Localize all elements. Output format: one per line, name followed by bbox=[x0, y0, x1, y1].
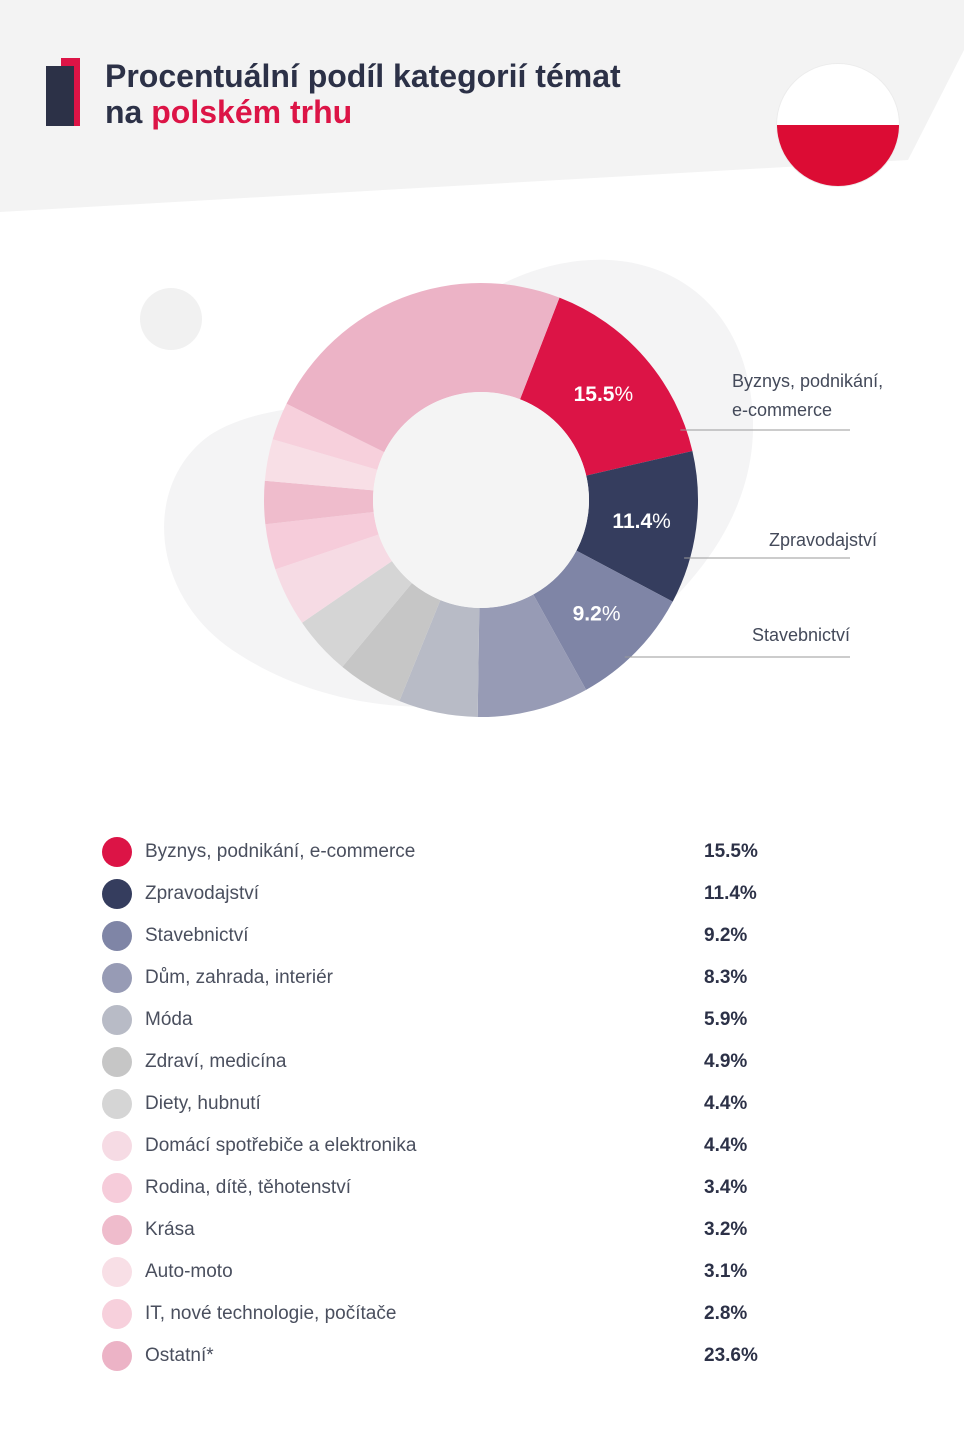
legend-value: 3.2% bbox=[704, 1219, 748, 1240]
slice-zpravodajstvi bbox=[576, 450, 698, 602]
slice-labels: 15.5% 11.4% 9.2% bbox=[573, 383, 671, 626]
legend-value: 23.6% bbox=[704, 1345, 758, 1366]
slice-label-byznys-podnikani-e-commerce: 15.5% bbox=[574, 383, 634, 406]
title-line-2-prefix: na bbox=[105, 94, 152, 130]
legend-label: Ostatní* bbox=[145, 1345, 214, 1366]
slice-auto-moto bbox=[264, 439, 378, 491]
legend-label: Byznys, podnikání, e-commerce bbox=[145, 841, 416, 862]
slice-domaci-spotrebice-a-elektronika bbox=[275, 534, 392, 623]
legend-label: Rodina, dítě, těhotenství bbox=[145, 1177, 351, 1198]
legend-swatch bbox=[102, 837, 132, 867]
legend-swatch bbox=[102, 1257, 132, 1287]
callout-label-byznys-podnikani-e-commerce: Byznys, podnikání, bbox=[732, 371, 883, 391]
slice-stavebnictvi bbox=[533, 550, 673, 690]
legend-swatch bbox=[102, 1005, 132, 1035]
legend-item-auto-moto: Auto-moto 3.1% bbox=[102, 1255, 802, 1297]
slice-it-nove-technologie-pocitace bbox=[272, 403, 385, 470]
legend-item-it-nove-technologie-pocitace: IT, nové technologie, počítače 2.8% bbox=[102, 1297, 802, 1339]
legend-swatch bbox=[102, 879, 132, 909]
logo-mark-navy bbox=[46, 66, 74, 126]
legend-value: 9.2% bbox=[704, 925, 748, 946]
legend-value: 4.4% bbox=[704, 1093, 748, 1114]
slice-krasa bbox=[264, 480, 374, 525]
legend-value: 3.4% bbox=[704, 1177, 748, 1198]
legend-swatch bbox=[102, 921, 132, 951]
slice-byznys-podnikani-e-commerce bbox=[520, 297, 693, 476]
legend-value: 4.4% bbox=[704, 1135, 748, 1156]
legend-swatch bbox=[102, 1341, 132, 1371]
legend-swatch bbox=[102, 1215, 132, 1245]
callout-label-zpravodajstvi: Zpravodajství bbox=[769, 530, 877, 550]
legend-item-byznys-podnikani-e-commerce: Byznys, podnikání, e-commerce 15.5% bbox=[102, 835, 802, 877]
poland-flag-icon bbox=[777, 64, 899, 186]
legend-item-stavebnictvi: Stavebnictví 9.2% bbox=[102, 919, 802, 961]
legend-label: Diety, hubnutí bbox=[145, 1093, 261, 1114]
legend-item-ostatni: Ostatní* 23.6% bbox=[102, 1339, 802, 1381]
slice-moda bbox=[399, 600, 480, 717]
legend-value: 3.1% bbox=[704, 1261, 748, 1282]
legend-item-zpravodajstvi: Zpravodajství 11.4% bbox=[102, 877, 802, 919]
legend-item-dum-zahrada-interier: Dům, zahrada, interiér 8.3% bbox=[102, 961, 802, 1003]
slice-dum-zahrada-interier bbox=[477, 594, 587, 717]
slice-ostatni bbox=[286, 283, 560, 453]
legend-value: 15.5% bbox=[704, 841, 758, 862]
legend-label: Dům, zahrada, interiér bbox=[145, 967, 333, 988]
legend-item-krasa: Krása 3.2% bbox=[102, 1213, 802, 1255]
legend-value: 8.3% bbox=[704, 967, 748, 988]
legend-item-zdravi-medicina: Zdraví, medicína 4.9% bbox=[102, 1045, 802, 1087]
legend-label: Zdraví, medicína bbox=[145, 1051, 287, 1072]
legend-item-domaci-spotrebice-a-elektronika: Domácí spotřebiče a elektronika 4.4% bbox=[102, 1129, 802, 1171]
legend-label: Domácí spotřebiče a elektronika bbox=[145, 1135, 417, 1156]
legend-label: Móda bbox=[145, 1009, 193, 1030]
legend-value: 11.4% bbox=[704, 883, 757, 904]
slice-rodina-dite-tehotenstvi bbox=[265, 512, 379, 570]
header-background bbox=[0, 0, 964, 212]
legend-swatch bbox=[102, 1089, 132, 1119]
legend-item-moda: Móda 5.9% bbox=[102, 1003, 802, 1045]
callout-label-stavebnictvi: Stavebnictví bbox=[752, 625, 850, 645]
legend-label: Auto-moto bbox=[145, 1261, 233, 1282]
legend-swatch bbox=[102, 1173, 132, 1203]
legend-swatch bbox=[102, 1299, 132, 1329]
legend-swatch bbox=[102, 1047, 132, 1077]
slice-label-stavebnictvi: 9.2% bbox=[573, 603, 621, 626]
title-line-2-accent: polském trhu bbox=[151, 94, 353, 130]
donut-chart: 15.5% 11.4% 9.2% Byznys, podnikání, e-comme… bbox=[140, 259, 883, 717]
legend: Byznys, podnikání, e-commerce 15.5% Zpravo… bbox=[102, 835, 802, 1381]
page-title: Procentuální podíl kategorií témat na po… bbox=[105, 58, 621, 130]
callouts: Byznys, podnikání, e-commerce Zpravodajstv… bbox=[624, 371, 883, 658]
slice-zdravi-medicina bbox=[342, 583, 441, 702]
legend-value: 2.8% bbox=[704, 1303, 748, 1324]
legend-label: Stavebnictví bbox=[145, 925, 249, 946]
legend-label: Krása bbox=[145, 1219, 195, 1240]
slice-diety-hubnuti bbox=[302, 561, 412, 667]
legend-item-rodina-dite-tehotenstvi: Rodina, dítě, těhotenství 3.4% bbox=[102, 1171, 802, 1213]
legend-value: 5.9% bbox=[704, 1009, 748, 1030]
legend-label: Zpravodajství bbox=[145, 883, 260, 904]
donut-hole bbox=[373, 392, 589, 608]
legend-value: 4.9% bbox=[704, 1051, 748, 1072]
legend-item-diety-hubnuti: Diety, hubnutí 4.4% bbox=[102, 1087, 802, 1129]
callout-label-byznys-podnikani-e-commerce: e-commerce bbox=[732, 400, 832, 420]
title-line-1: Procentuální podíl kategorií témat bbox=[105, 58, 621, 94]
legend-swatch bbox=[102, 963, 132, 993]
donut-slices bbox=[264, 283, 698, 717]
legend-label: IT, nové technologie, počítače bbox=[145, 1303, 397, 1324]
legend-swatch bbox=[102, 1131, 132, 1161]
slice-label-zpravodajstvi: 11.4% bbox=[612, 510, 670, 533]
